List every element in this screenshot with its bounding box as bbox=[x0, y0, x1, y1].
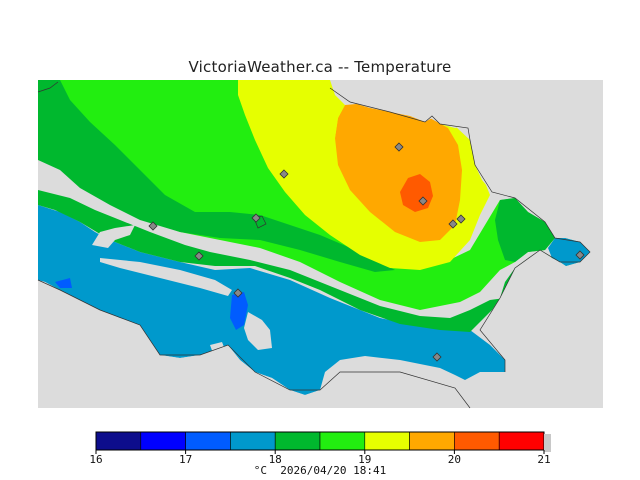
station-marker[interactable] bbox=[233, 288, 243, 298]
inlet-water bbox=[92, 225, 135, 248]
legend-swatch bbox=[454, 431, 500, 451]
station-marker[interactable] bbox=[194, 251, 204, 261]
map-title: VictoriaWeather.ca -- Temperature bbox=[188, 58, 452, 76]
legend-shadow bbox=[544, 434, 551, 452]
legend-tick-label: 20 bbox=[448, 453, 461, 466]
station-marker[interactable] bbox=[575, 250, 585, 260]
legend-swatch bbox=[498, 431, 545, 451]
legend-swatch bbox=[409, 431, 455, 451]
legend-tick-label: 16 bbox=[89, 453, 102, 466]
station-marker[interactable] bbox=[432, 352, 442, 362]
temp-zone-17-0-b bbox=[230, 292, 248, 330]
station-marker[interactable] bbox=[251, 213, 261, 223]
legend-tick-label: 21 bbox=[537, 453, 550, 466]
legend-swatch bbox=[319, 431, 366, 451]
station-marker[interactable] bbox=[148, 221, 158, 231]
station-marker[interactable] bbox=[279, 169, 289, 179]
legend-swatch bbox=[185, 431, 231, 451]
lake-outline bbox=[253, 215, 267, 229]
station-marker[interactable] bbox=[448, 219, 458, 229]
peninsula-east bbox=[495, 198, 555, 262]
legend-tick-label: 18 bbox=[269, 453, 282, 466]
legend-unit: °C bbox=[253, 464, 268, 477]
legend-tick-label: 19 bbox=[358, 453, 371, 466]
temp-zone-17-0-c bbox=[55, 278, 72, 288]
legend-swatch bbox=[95, 431, 142, 451]
station-marker[interactable] bbox=[394, 142, 404, 152]
temp-zone-17-5 bbox=[38, 205, 505, 395]
temp-zone-19-5 bbox=[335, 102, 462, 242]
legend-caption: °C 2026/04/20 18:41 bbox=[0, 464, 640, 477]
station-marker[interactable] bbox=[418, 196, 428, 206]
land-upper-band bbox=[285, 80, 345, 138]
legend-timestamp: 2026/04/20 18:41 bbox=[280, 464, 387, 477]
inlet-water-3 bbox=[244, 312, 272, 350]
legend-swatch bbox=[140, 431, 186, 451]
legend-swatch bbox=[230, 431, 276, 451]
weather-stations bbox=[148, 142, 585, 362]
coast-corner bbox=[37, 81, 59, 93]
legend-tick-label: 17 bbox=[179, 453, 192, 466]
legend-swatch bbox=[364, 431, 410, 451]
ocean-south bbox=[38, 280, 470, 408]
legend-swatch bbox=[274, 431, 321, 451]
inlet-water-2 bbox=[100, 258, 232, 296]
station-marker[interactable] bbox=[456, 214, 466, 224]
coastline bbox=[37, 279, 471, 409]
ocean-ne bbox=[330, 80, 603, 408]
coastline-north bbox=[329, 87, 591, 372]
